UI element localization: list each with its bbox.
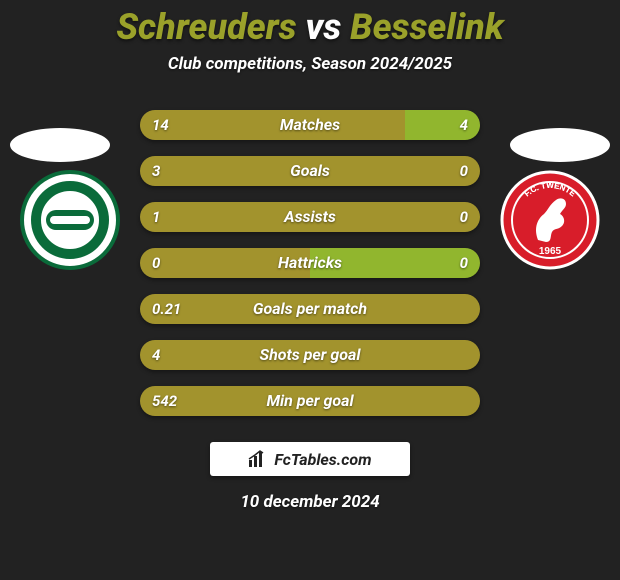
crest-right-year: 1965 bbox=[539, 246, 562, 257]
attribution-badge: FcTables.com bbox=[210, 442, 410, 476]
stat-row: 542Min per goal bbox=[140, 386, 480, 416]
stat-row: 144Matches bbox=[140, 110, 480, 140]
player1-name: Schreuders bbox=[116, 6, 296, 48]
stat-row: 30Goals bbox=[140, 156, 480, 186]
vs-text: vs bbox=[305, 6, 341, 48]
stat-row: 0.21Goals per match bbox=[140, 294, 480, 324]
right-player-ellipse bbox=[510, 128, 610, 162]
stat-label: Min per goal bbox=[140, 386, 480, 416]
stat-label: Goals bbox=[140, 156, 480, 186]
stats-bars: 144Matches 30Goals 10Assists 00Hattricks 0.2… bbox=[140, 110, 480, 416]
page-title: Schreuders vs Besselink bbox=[0, 0, 620, 48]
stat-label: Goals per match bbox=[140, 294, 480, 324]
attribution-text: FcTables.com bbox=[274, 450, 371, 469]
stat-row: 00Hattricks bbox=[140, 248, 480, 278]
subtitle: Club competitions, Season 2024/2025 bbox=[0, 54, 620, 74]
chart-icon bbox=[248, 450, 268, 468]
stat-label: Assists bbox=[140, 202, 480, 232]
stat-label: Matches bbox=[140, 110, 480, 140]
crest-left bbox=[20, 170, 120, 270]
stat-row: 4Shots per goal bbox=[140, 340, 480, 370]
stat-label: Shots per goal bbox=[140, 340, 480, 370]
player2-name: Besselink bbox=[350, 6, 504, 48]
stat-label: Hattricks bbox=[140, 248, 480, 278]
crest-right: 1965 F.C. TWENTE F.C. TWENTE bbox=[500, 170, 600, 270]
date-text: 10 december 2024 bbox=[0, 492, 620, 512]
left-player-ellipse bbox=[10, 128, 110, 162]
stat-row: 10Assists bbox=[140, 202, 480, 232]
